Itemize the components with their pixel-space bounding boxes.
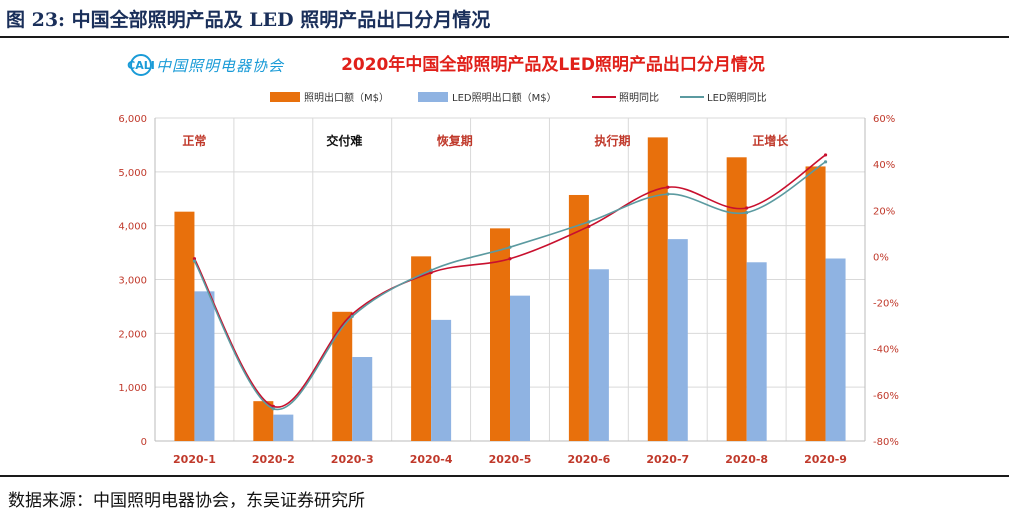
phase-label: 正常	[182, 133, 206, 148]
chart-title: 2020年中国全部照明产品及LED照明产品出口分月情况	[341, 54, 765, 75]
point-led-yoy-2020-9	[823, 160, 828, 164]
logo-mark-icon: CALI	[127, 54, 155, 76]
bar-lighting-2020-5	[490, 228, 510, 441]
bar-lighting-2020-6	[568, 194, 589, 441]
x-tick: 2020-3	[331, 453, 374, 466]
point-lighting-yoy-2020-6	[587, 224, 591, 229]
x-tick: 2020-2	[252, 453, 295, 466]
association-logo: CALI 中国照明电器协会	[127, 52, 285, 78]
point-led-yoy-2020-5	[508, 245, 512, 249]
y-right-tick: -80%	[873, 437, 899, 448]
x-tick: 2020-4	[410, 453, 453, 466]
bar-lighting-2020-2	[253, 401, 274, 441]
point-lighting-yoy-2020-4	[429, 270, 433, 275]
x-tick: 2020-1	[173, 453, 216, 466]
point-led-yoy-2020-4	[429, 268, 433, 272]
bar-lighting-2020-1	[174, 211, 195, 441]
x-tick: 2020-8	[725, 453, 768, 466]
y-left-tick: 3,000	[118, 276, 147, 287]
point-led-yoy-2020-3	[350, 314, 354, 319]
bar-lighting-2020-8	[726, 157, 747, 441]
point-led-yoy-2020-2	[271, 407, 275, 411]
figure-source: 数据来源：中国照明电器协会，东吴证券研究所	[8, 491, 365, 511]
bar-lighting-2020-7	[647, 137, 668, 441]
y-left-tick: 5,000	[118, 168, 147, 179]
y-right-tick: 20%	[873, 206, 895, 217]
phase-label: 执行期	[595, 133, 631, 148]
y-left-tick: 0	[141, 437, 147, 448]
point-lighting-yoy-2020-8	[745, 206, 749, 210]
legend-swatch-1	[418, 92, 448, 102]
bar-led-2020-6	[588, 269, 609, 441]
point-led-yoy-2020-8	[745, 210, 749, 215]
y-left-tick: 2,000	[118, 329, 147, 340]
y-right-tick: 0%	[873, 252, 889, 263]
point-led-yoy-2020-7	[666, 192, 670, 196]
bar-led-2020-3	[352, 357, 373, 441]
bar-led-2020-7	[667, 239, 688, 441]
bar-lighting-2020-3	[332, 311, 353, 441]
bar-led-2020-2	[273, 414, 294, 441]
phase-label: 恢复期	[437, 133, 473, 148]
figure-title: 图 23: 中国全部照明产品及 LED 照明产品出口分月情况	[6, 9, 491, 31]
bottom-rule	[0, 475, 1009, 477]
point-led-yoy-2020-6	[587, 220, 591, 224]
point-lighting-yoy-2020-2	[271, 404, 275, 408]
bar-lighting-2020-9	[805, 166, 826, 441]
x-tick: 2020-5	[489, 453, 532, 466]
x-tick: 2020-9	[804, 453, 847, 466]
legend-label-2: 照明同比	[619, 92, 659, 104]
legend-label-1: LED照明出口额（M$）	[452, 91, 557, 104]
bar-led-2020-5	[510, 295, 530, 441]
legend-label-3: LED照明同比	[707, 92, 767, 104]
bar-led-2020-4	[431, 319, 452, 441]
x-tick: 2020-6	[567, 453, 610, 466]
bar-lighting-2020-4	[411, 256, 432, 441]
y-left-tick: 6,000	[118, 114, 147, 125]
y-right-tick: -40%	[873, 345, 899, 356]
x-tick: 2020-7	[646, 453, 689, 466]
top-rule	[0, 36, 1009, 38]
point-lighting-yoy-2020-9	[823, 153, 828, 157]
bar-led-2020-8	[746, 262, 767, 441]
bar-led-2020-1	[194, 291, 215, 441]
legend-label-0: 照明出口额（M$）	[304, 91, 389, 104]
y-right-tick: 60%	[873, 114, 895, 125]
y-right-tick: -20%	[873, 299, 899, 310]
logo-text: 中国照明电器协会	[156, 56, 285, 75]
point-lighting-yoy-2020-1	[192, 257, 197, 261]
phase-label: 正增长	[752, 133, 789, 148]
point-lighting-yoy-2020-7	[666, 185, 670, 189]
y-right-tick: -60%	[873, 391, 899, 402]
point-lighting-yoy-2020-5	[508, 257, 512, 261]
y-left-tick: 1,000	[118, 383, 147, 394]
point-led-yoy-2020-1	[192, 259, 197, 263]
legend-swatch-0	[270, 92, 300, 102]
y-right-tick: 40%	[873, 160, 895, 171]
bar-led-2020-9	[825, 258, 846, 441]
phase-label: 交付难	[326, 133, 362, 148]
y-left-tick: 4,000	[118, 222, 147, 233]
